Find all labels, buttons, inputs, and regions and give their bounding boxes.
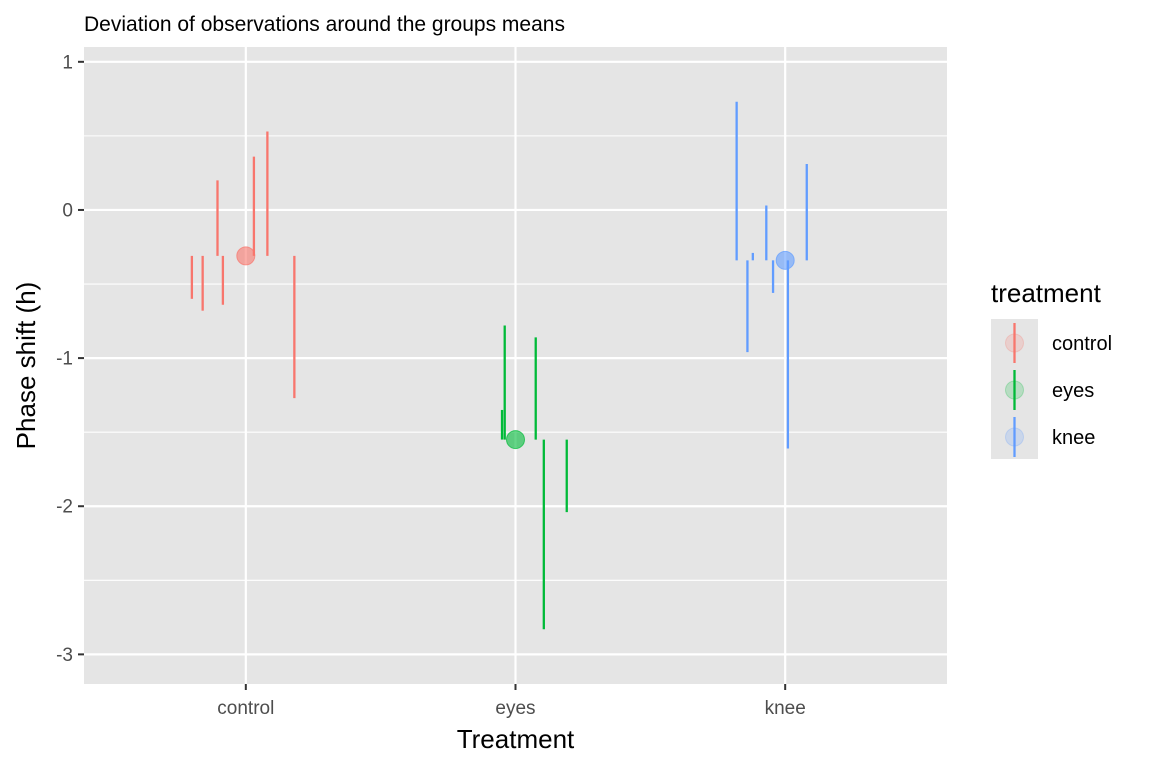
chart-title: Deviation of observations around the gro… (84, 13, 565, 36)
y-axis-title: Phase shift (h) (11, 282, 41, 450)
y-axis: 1 0 -1 -2 -3 (56, 52, 84, 666)
deviation-segments (190, 101, 808, 630)
legend-title: treatment (991, 278, 1102, 308)
legend-label-eyes: eyes (1052, 380, 1094, 402)
y-tick-label: -2 (56, 497, 73, 518)
legend-key-control-point (1005, 333, 1024, 353)
y-tick-label: 1 (62, 52, 73, 73)
y-tick-label: -1 (56, 349, 73, 370)
legend-label-knee: knee (1052, 427, 1095, 449)
group-means (236, 246, 795, 450)
legend-label-control: control (1052, 333, 1112, 355)
x-tick-label: control (217, 698, 274, 719)
legend: treatment control eyes knee (991, 278, 1112, 459)
y-tick-label: 0 (62, 200, 73, 221)
legend-key-eyes-point (1005, 380, 1024, 400)
y-tick-label: -3 (56, 645, 73, 666)
x-axis: control eyes knee (217, 684, 806, 719)
control-mean-point (236, 246, 256, 266)
x-tick-label: eyes (495, 698, 535, 719)
legend-key-knee-point (1005, 427, 1024, 447)
x-axis-title: Treatment (457, 724, 575, 754)
eyes-mean-point (506, 430, 525, 450)
knee-mean-point (775, 250, 795, 270)
major-gridlines (84, 47, 947, 684)
x-tick-label: knee (765, 698, 806, 719)
